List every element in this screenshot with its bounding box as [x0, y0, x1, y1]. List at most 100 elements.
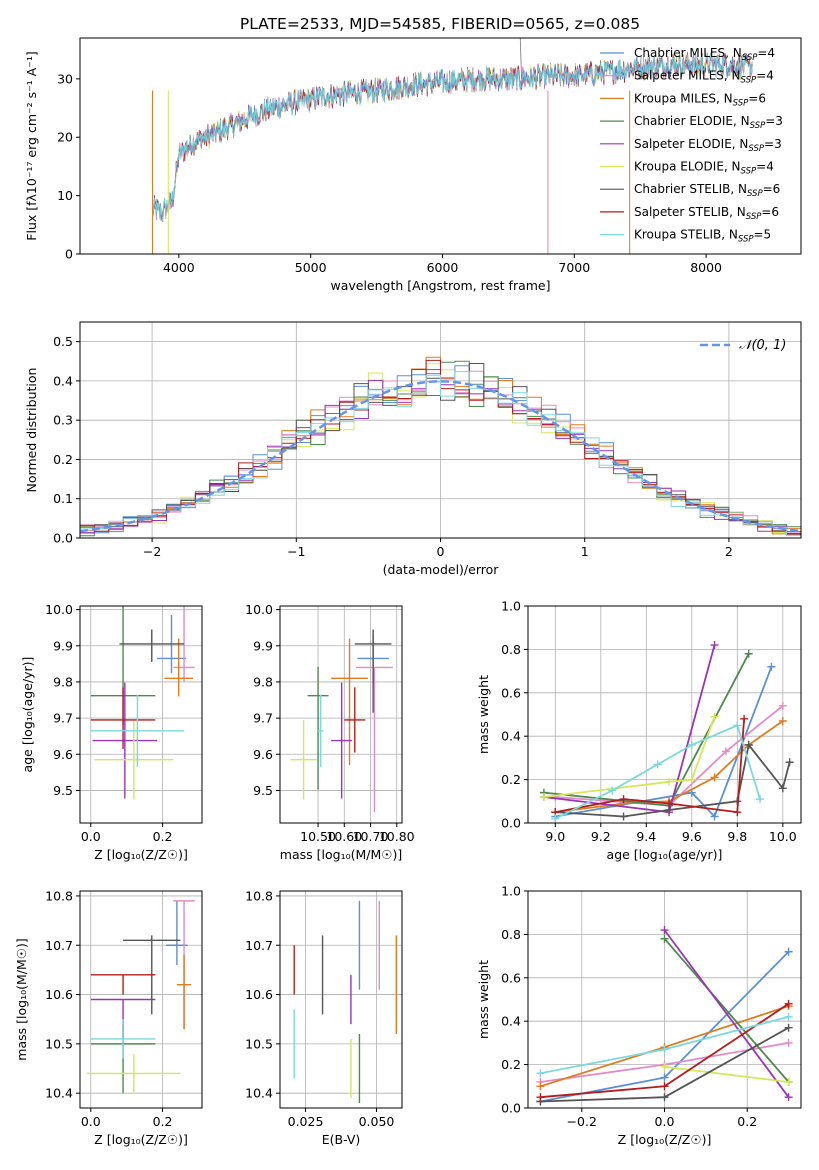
- weight-marker: [784, 1038, 793, 1047]
- weight-marker: [665, 777, 674, 786]
- x-axis-label: Z [log₁₀(Z/Z☉)]: [618, 1132, 712, 1147]
- y-axis-label: mass weight: [476, 675, 491, 754]
- y-tick-label: 0.1: [53, 491, 73, 506]
- y-tick-label: 0.0: [53, 531, 73, 546]
- y-axis-label: age [log₁₀(age/yr)]: [20, 657, 35, 773]
- y-tick-label: 10.7: [245, 938, 273, 953]
- legend-entry: Kroupa STELIB, NSSP=5: [634, 228, 771, 245]
- weight-marker: [733, 808, 742, 817]
- y-tick-label: 10.6: [245, 987, 273, 1002]
- y-tick-label: 9.7: [253, 711, 273, 726]
- weight-marker: [660, 1093, 669, 1102]
- weight-marker: [608, 786, 617, 795]
- y-tick-label: 10.4: [45, 1086, 73, 1101]
- weight-marker: [660, 926, 669, 935]
- x-axis-label: mass [log₁₀(M/M☉)]: [280, 847, 402, 862]
- weight-vs-z-panel-plot: [528, 891, 801, 1108]
- y-tick-label: 9.7: [53, 711, 73, 726]
- weight-marker: [784, 947, 793, 956]
- weight-marker: [660, 934, 669, 943]
- y-tick-label: 9.9: [253, 638, 273, 653]
- y-tick-label: 10.5: [245, 1036, 273, 1051]
- age-vs-z-panel: 0.0 0.2 9.5 9.6 9.7 9.8 9.9 10.0 Z [log₁₀(Z/Z☉)]…: [20, 602, 203, 862]
- x-axis-label: wavelength [Angstrom, rest frame]: [330, 278, 550, 293]
- x-tick-label: −1: [287, 544, 305, 559]
- weight-vs-age-panel: 9.0 9.2 9.4 9.6 9.8 10.0 0.0 0.2 0.4 0.6 0.8 1.0 age…: [476, 599, 802, 862]
- x-tick-label: 0.2: [153, 1114, 173, 1129]
- y-tick-label: 9.5: [253, 783, 273, 798]
- spectrum-legend: Chabrier MILES, NSSP=4 Salpeter MILES, NS…: [600, 46, 783, 245]
- weight-vs-z-panel-frame: [527, 890, 802, 1109]
- y-tick-label: 0.6: [501, 970, 521, 985]
- y-tick-label: 0.2: [501, 772, 521, 787]
- legend-entry: Salpeter ELODIE, NSSP=3: [634, 137, 782, 154]
- weight-line: [663, 929, 790, 1098]
- x-tick-label: 0.050: [359, 1114, 395, 1129]
- weight-marker: [784, 1093, 793, 1102]
- y-tick-label: 0.2: [501, 1057, 521, 1072]
- histogram-panel-plot: [80, 322, 801, 538]
- weight-marker: [784, 1023, 793, 1032]
- x-tick-label: 5000: [295, 260, 327, 275]
- y-tick-label: 10.0: [245, 602, 273, 617]
- weight-marker: [756, 795, 765, 804]
- spectrum-panel-frame: [79, 37, 802, 255]
- y-tick-label: 0.5: [53, 334, 73, 349]
- x-tick-label: 6000: [427, 260, 459, 275]
- histogram-panel-frame: [79, 321, 802, 539]
- weight-vs-z-panel: −0.2 0.0 0.2 0.0 0.2 0.4 0.6 0.8 1.0 Z [log₁₀(Z/Z…: [476, 884, 802, 1147]
- weight-marker: [710, 773, 719, 782]
- x-tick-label: −2: [143, 544, 161, 559]
- y-tick-label: 0.0: [501, 816, 521, 831]
- weight-marker: [536, 1069, 545, 1078]
- age-vs-mass-panel-frame: [279, 605, 403, 824]
- weight-marker: [710, 812, 719, 821]
- y-tick-label: 9.5: [53, 783, 73, 798]
- spectrum-panel-plot: [151, 38, 753, 254]
- weight-marker: [687, 775, 696, 784]
- figure-title: PLATE=2533, MJD=54585, FIBERID=0565, z=0…: [240, 15, 640, 33]
- x-tick-label: 10.80: [379, 829, 415, 844]
- x-tick-label: 10.50: [300, 829, 336, 844]
- mass-vs-z-panel-frame: [79, 890, 203, 1109]
- weight-marker: [784, 999, 793, 1008]
- weight-marker: [710, 641, 719, 650]
- y-axis-label: Flux [fλ10⁻¹⁷ erg cm⁻² s⁻¹ A⁻¹]: [24, 51, 39, 240]
- y-axis-label: Normed distribution: [24, 368, 39, 493]
- weight-vs-age-panel-plot: [528, 606, 801, 823]
- x-tick-label: 9.2: [591, 829, 611, 844]
- x-tick-label: 0.0: [655, 1114, 675, 1129]
- weight-marker: [784, 1012, 793, 1021]
- y-tick-label: 9.9: [53, 638, 73, 653]
- x-tick-label: 0.2: [153, 829, 173, 844]
- y-axis-label: mass weight: [476, 960, 491, 1039]
- gaussian-curve: [80, 380, 801, 533]
- y-tick-label: 0.6: [501, 685, 521, 700]
- mass-vs-ebv-panel: 0.025 0.050 10.4 10.5 10.6 10.7 10.8 E(B-V): [245, 888, 403, 1147]
- weight-marker: [778, 701, 787, 710]
- x-axis-label: age [log₁₀(age/yr)]: [607, 847, 723, 862]
- weight-marker: [551, 814, 560, 823]
- weight-marker: [536, 1093, 545, 1102]
- weight-marker: [536, 1082, 545, 1091]
- y-tick-label: 0.3: [53, 413, 73, 428]
- weight-marker: [653, 760, 662, 769]
- mass-vs-ebv-panel-plot: [280, 891, 402, 1108]
- weight-line: [664, 1065, 789, 1083]
- y-tick-label: 0.2: [53, 452, 73, 467]
- x-tick-label: 9.0: [545, 829, 565, 844]
- y-tick-label: 1.0: [501, 884, 521, 899]
- x-axis-label: Z [log₁₀(Z/Z☉)]: [94, 1132, 188, 1147]
- x-tick-label: 10.0: [769, 829, 797, 844]
- weight-marker: [619, 812, 628, 821]
- age-vs-mass-panel-plot: [280, 606, 402, 823]
- y-tick-label: 9.8: [253, 674, 273, 689]
- weight-marker: [721, 747, 730, 756]
- weight-vs-age-panel-frame: [527, 605, 802, 824]
- weight-line: [543, 716, 716, 798]
- legend-entry: Kroupa MILES, NSSP=6: [634, 91, 766, 108]
- x-tick-label: 8000: [690, 260, 722, 275]
